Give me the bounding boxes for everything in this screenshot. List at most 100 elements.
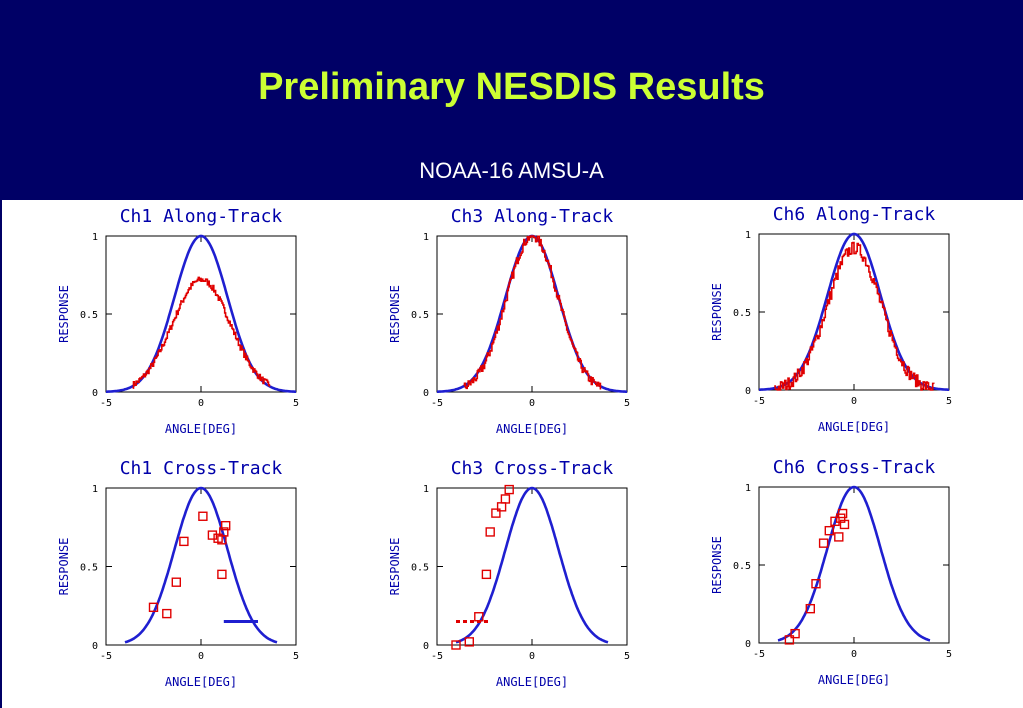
x-tick-label: 0: [529, 398, 535, 409]
x-tick-label: 0: [198, 398, 204, 409]
data-point: [162, 608, 172, 619]
y-axis-label: RESPONSE: [388, 538, 402, 596]
left-border: [0, 200, 2, 708]
data-point: [500, 494, 511, 504]
y-tick-label: 0.5: [733, 561, 751, 572]
data-point: [784, 635, 795, 645]
chart-title: Ch3 Cross-Track: [451, 458, 614, 479]
slide-title: Preliminary NESDIS Results: [258, 66, 765, 108]
measured-response-line: [774, 241, 935, 391]
y-tick-label: 0.5: [411, 563, 429, 574]
y-tick-label: 1: [92, 484, 98, 495]
title-banner: [0, 0, 1023, 200]
model-response-line: [777, 485, 931, 642]
y-axis-label: RESPONSE: [388, 285, 402, 343]
chart-title: Ch6 Along-Track: [773, 204, 936, 225]
y-tick-label: 0: [745, 639, 751, 650]
data-point: [219, 527, 229, 537]
data-point: [818, 538, 829, 548]
model-response-line: [124, 486, 278, 644]
x-axis-label: ANGLE[DEG]: [496, 422, 568, 436]
data-point: [811, 579, 821, 589]
x-tick-label: -5: [100, 398, 112, 409]
y-axis-label: RESPONSE: [57, 538, 71, 596]
plot-frame: [758, 486, 950, 644]
x-tick-label: -5: [753, 649, 765, 660]
model-response-line: [437, 234, 627, 393]
plot-frame: [436, 235, 628, 393]
model-response-line: [106, 234, 296, 393]
x-tick-label: 0: [529, 651, 535, 662]
x-axis-label: ANGLE[DEG]: [818, 673, 890, 687]
data-point: [805, 603, 815, 614]
y-axis-label: RESPONSE: [710, 536, 724, 594]
y-tick-label: 1: [423, 484, 429, 495]
y-tick-label: 0: [423, 641, 429, 652]
data-point: [217, 569, 227, 580]
data-point: [451, 640, 461, 650]
x-tick-label: 0: [851, 649, 857, 660]
measured-response-line: [463, 235, 602, 390]
model-response-line: [455, 486, 609, 644]
x-axis-label: ANGLE[DEG]: [165, 422, 237, 436]
x-tick-label: 5: [946, 649, 952, 660]
x-tick-label: -5: [100, 651, 112, 662]
y-tick-label: 0: [92, 641, 98, 652]
x-tick-label: -5: [431, 398, 443, 409]
data-point: [148, 602, 159, 613]
y-tick-label: 0.5: [80, 310, 98, 321]
data-point: [824, 525, 834, 536]
data-point: [220, 520, 231, 531]
data-point: [207, 530, 218, 540]
plot-frame: [758, 233, 950, 391]
chart-title: Ch3 Along-Track: [451, 206, 614, 227]
data-point: [491, 508, 501, 518]
data-point: [830, 516, 840, 527]
x-axis-label: ANGLE[DEG]: [818, 420, 890, 434]
plot-frame: [105, 235, 297, 393]
data-point: [179, 536, 189, 547]
data-point: [485, 527, 495, 537]
data-point: [790, 628, 800, 639]
data-point: [839, 519, 850, 530]
data-point: [171, 577, 182, 587]
chart-title: Ch1 Cross-Track: [120, 458, 283, 479]
x-axis-label: ANGLE[DEG]: [496, 675, 568, 689]
y-tick-label: 0: [423, 388, 429, 399]
x-tick-label: 5: [293, 398, 299, 409]
y-tick-label: 0.5: [733, 308, 751, 319]
y-tick-label: 1: [92, 232, 98, 243]
slide-subtitle: NOAA-16 AMSU-A: [419, 158, 604, 183]
model-response-line: [759, 232, 949, 391]
data-point: [481, 569, 492, 580]
data-point: [837, 508, 848, 519]
y-tick-label: 1: [423, 232, 429, 243]
x-tick-label: 5: [624, 398, 630, 409]
x-tick-label: 0: [851, 396, 857, 407]
y-tick-label: 0: [745, 386, 751, 397]
x-tick-label: 0: [198, 651, 204, 662]
x-tick-label: 5: [624, 651, 630, 662]
plot-frame: [105, 487, 297, 646]
x-tick-label: 5: [293, 651, 299, 662]
y-tick-label: 0.5: [80, 563, 98, 574]
data-point: [834, 532, 844, 542]
y-tick-label: 1: [745, 230, 751, 241]
y-axis-label: RESPONSE: [710, 283, 724, 341]
data-point: [504, 484, 514, 495]
y-tick-label: 0.5: [411, 310, 429, 321]
data-point: [198, 511, 208, 521]
y-tick-label: 0: [92, 388, 98, 399]
y-tick-label: 1: [745, 483, 751, 494]
x-axis-label: ANGLE[DEG]: [165, 675, 237, 689]
x-tick-label: -5: [753, 396, 765, 407]
data-point: [464, 637, 474, 647]
chart-title: Ch1 Along-Track: [120, 206, 283, 227]
x-tick-label: -5: [431, 651, 443, 662]
